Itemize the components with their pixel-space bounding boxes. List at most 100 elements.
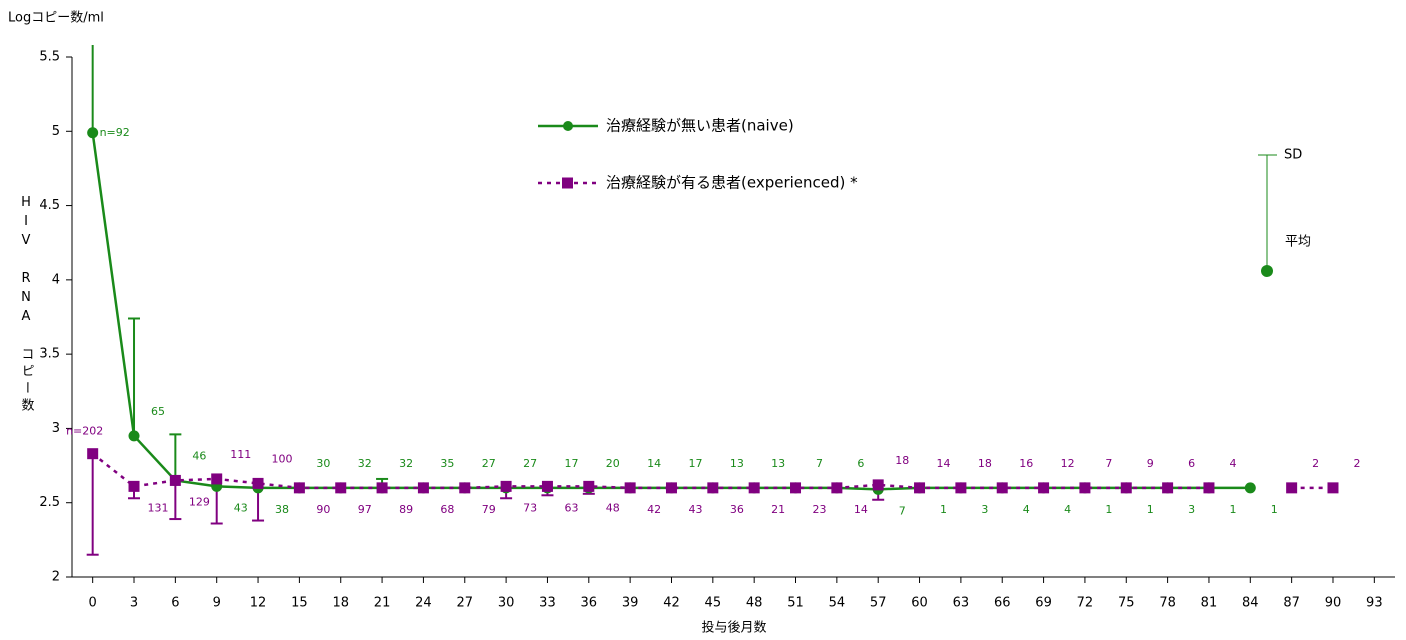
marker	[252, 477, 264, 489]
marker	[1203, 482, 1215, 494]
marker	[500, 480, 512, 492]
n-label: 68	[440, 503, 454, 516]
marker	[293, 482, 305, 494]
x-tick-label: 69	[1035, 596, 1052, 611]
marker	[169, 474, 181, 486]
n-label: 1	[940, 503, 947, 516]
n-label: 73	[523, 501, 537, 514]
series-line	[91, 452, 1333, 490]
n-label: 20	[606, 457, 620, 470]
x-tick-label: 60	[911, 596, 928, 611]
x-tick-label: 51	[787, 596, 804, 611]
n-label: 1	[1105, 503, 1112, 516]
n-label: 43	[234, 501, 248, 514]
marker	[128, 480, 140, 492]
n-label: 100	[272, 452, 293, 465]
n-label: 4	[1229, 457, 1236, 470]
x-tick-label: 27	[456, 596, 473, 611]
marker	[211, 473, 223, 485]
x-tick-label: 72	[1077, 596, 1094, 611]
marker	[914, 482, 926, 494]
n-label: 4	[1023, 503, 1030, 516]
x-tick-label: 12	[250, 596, 267, 611]
x-tick-label: 39	[622, 596, 639, 611]
marker	[624, 482, 636, 494]
marker	[1038, 482, 1050, 494]
y-tick-label: 3	[52, 421, 60, 436]
legend-marker	[563, 121, 573, 131]
n-label: 1	[1147, 503, 1154, 516]
n-label: n=202	[66, 425, 103, 438]
x-tick-label: 93	[1366, 596, 1383, 611]
x-axis-label: 投与後月数	[701, 620, 766, 636]
n-label: 38	[275, 503, 289, 516]
n-label: 131	[148, 501, 169, 514]
y-tick-label: 2.5	[39, 495, 60, 510]
marker	[541, 480, 553, 492]
x-tick-label: 18	[332, 596, 349, 611]
marker	[1327, 482, 1339, 494]
n-label: 2	[1312, 457, 1319, 470]
n-label: 12	[1061, 457, 1075, 470]
n-label: 27	[523, 457, 537, 470]
marker	[335, 482, 347, 494]
n-label: 89	[399, 503, 413, 516]
n-label: 42	[647, 503, 661, 516]
n-label: 111	[230, 448, 251, 461]
x-tick-label: 45	[705, 596, 722, 611]
n-label: 1	[1271, 503, 1278, 516]
x-tick-label: 42	[663, 596, 680, 611]
n-label: 14	[647, 457, 661, 470]
x-tick-label: 81	[1201, 596, 1218, 611]
x-tick-label: 36	[581, 596, 598, 611]
x-tick-label: 87	[1283, 596, 1300, 611]
n-label: 13	[730, 457, 744, 470]
marker	[748, 482, 760, 494]
marker	[583, 480, 595, 492]
x-tick-label: 3	[130, 596, 138, 611]
legend-label: 治療経験が無い患者(naive)	[606, 117, 794, 135]
marker	[459, 482, 471, 494]
x-tick-label: 24	[415, 596, 432, 611]
n-label: 18	[895, 454, 909, 467]
y-axis-label: HIV RNA コピー数	[19, 195, 35, 415]
y-tick-label: 4	[52, 272, 60, 287]
x-tick-label: 84	[1242, 596, 1259, 611]
y-tick-label: 3.5	[39, 347, 60, 362]
n-label: n=92	[100, 126, 130, 139]
n-label: 18	[978, 457, 992, 470]
marker	[872, 479, 884, 491]
n-label: 27	[482, 457, 496, 470]
n-label: 21	[771, 503, 785, 516]
y-tick-label: 5.5	[39, 50, 60, 65]
x-tick-label: 0	[89, 596, 97, 611]
plot-area	[86, 45, 1339, 556]
marker	[665, 482, 677, 494]
x-tick-label: 33	[539, 596, 556, 611]
marker	[1079, 482, 1091, 494]
x-tick-label: 90	[1325, 596, 1342, 611]
y-axis-unit: Logコピー数/ml	[8, 11, 104, 26]
n-label: 48	[606, 501, 620, 514]
marker	[1286, 482, 1298, 494]
n-label: 3	[981, 503, 988, 516]
y-tick-label: 2	[52, 570, 60, 585]
x-tick-label: 15	[291, 596, 308, 611]
n-label: 30	[316, 457, 330, 470]
x-tick-label: 57	[870, 596, 887, 611]
y-tick-label: 5	[52, 124, 60, 139]
x-tick-label: 21	[374, 596, 391, 611]
x-tick-label: 66	[994, 596, 1011, 611]
marker	[128, 430, 140, 442]
marker	[417, 482, 429, 494]
marker	[831, 482, 843, 494]
n-label: 90	[316, 503, 330, 516]
sd-key-label: SD	[1284, 148, 1302, 163]
marker	[1244, 482, 1256, 494]
n-label: 2	[1353, 457, 1360, 470]
n-label: 17	[564, 457, 578, 470]
x-tick-label: 9	[213, 596, 221, 611]
marker	[996, 482, 1008, 494]
n-label: 43	[688, 503, 702, 516]
sd-key-dot	[1261, 265, 1273, 277]
